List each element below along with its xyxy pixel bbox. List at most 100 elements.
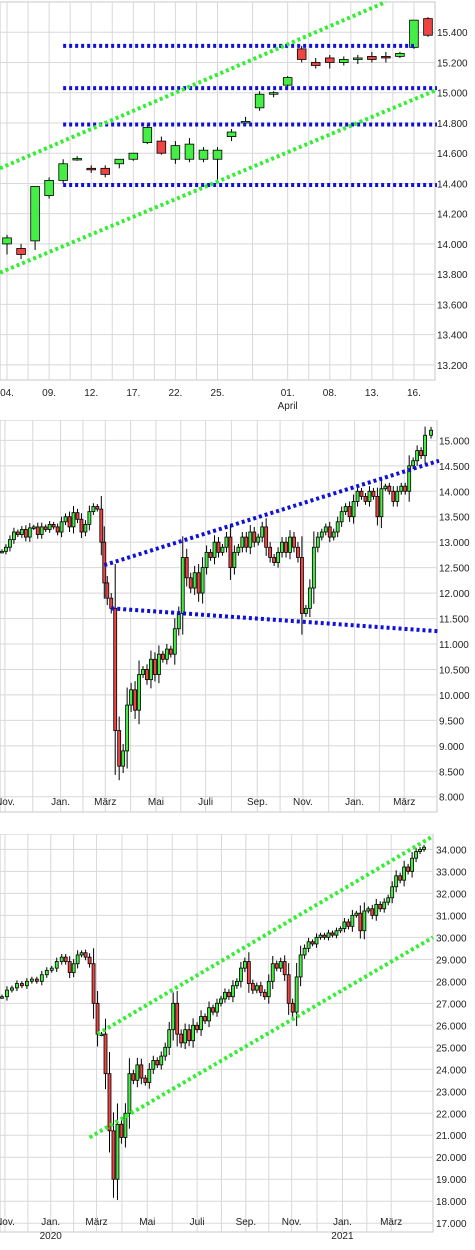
y-tick-label: 14.000: [437, 240, 468, 251]
candle-down: [19, 983, 24, 987]
y-tick-label: 15.000: [437, 89, 468, 100]
y-tick-label: 22.000: [436, 1109, 467, 1120]
candle-up: [298, 954, 303, 978]
candle-up: [127, 1073, 132, 1114]
candle-up: [47, 523, 52, 530]
y-tick-label: 13.000: [439, 538, 470, 549]
candle-down: [367, 56, 377, 60]
y-tick-label: 15.200: [437, 58, 468, 69]
x-tick-label: Mai: [139, 1217, 155, 1228]
candle-up: [311, 546, 316, 589]
chart-panel-mid-term: 15.000 14.500 14.000 13.500 13.000 12.500 12.0…: [0, 420, 475, 820]
x-tick-label: 01.: [281, 388, 295, 399]
y-tick-label: 13.800: [437, 270, 468, 281]
candle-up: [31, 526, 36, 529]
candle-down: [143, 1077, 148, 1083]
y-tick-label: 32.000: [436, 889, 467, 900]
x-tick-label: März: [380, 1217, 402, 1228]
candle-up: [342, 921, 347, 929]
candle-down: [274, 963, 279, 969]
x-tick-label: Sep.: [247, 797, 268, 808]
candle-up: [319, 531, 324, 538]
y-tick-label: 33.000: [436, 867, 467, 878]
candle-up: [409, 19, 419, 48]
y-tick-label: 14.000: [439, 487, 470, 498]
candle-down: [264, 526, 269, 548]
candle-down: [250, 983, 255, 991]
x-tick-label: Jan.: [333, 1217, 352, 1228]
candle-up: [125, 704, 130, 752]
candle-up: [242, 961, 247, 969]
candle-up: [39, 526, 44, 535]
candle-down: [370, 908, 375, 916]
candle-down: [87, 956, 92, 965]
candle-up: [334, 930, 339, 936]
candle-up: [407, 465, 412, 492]
candle-down: [227, 991, 231, 998]
candle-down: [100, 167, 110, 175]
y-tick-label: 17.000: [436, 1219, 467, 1230]
candle-down: [168, 648, 173, 655]
candle-down: [15, 531, 20, 535]
candle-down: [371, 490, 376, 497]
candle-up: [8, 539, 12, 548]
y-tick-label: 15.400: [437, 28, 468, 39]
x-tick-label: 12.: [84, 388, 98, 399]
candle-up: [307, 587, 312, 609]
candle-up: [170, 145, 181, 160]
candle-down: [107, 1073, 112, 1132]
candle-up: [79, 952, 84, 956]
candle-up: [306, 941, 311, 949]
candle-up: [415, 450, 420, 462]
candle-up: [58, 163, 68, 181]
candle-up: [123, 1112, 128, 1138]
candle-up: [12, 531, 16, 541]
candle-up: [200, 567, 205, 594]
candle-up: [318, 934, 323, 938]
candle-down: [282, 961, 287, 976]
candle-up: [219, 998, 223, 1004]
candle-up: [386, 897, 391, 903]
y-tick-label: 9.000: [439, 742, 464, 753]
x-sub-label: 2020: [40, 1231, 63, 1242]
candle-up: [151, 1060, 156, 1070]
candle-down: [99, 508, 104, 543]
x-tick-label: März: [94, 797, 116, 808]
candle-up: [280, 541, 284, 553]
candle-down: [95, 506, 100, 510]
blue-dotted-line: [103, 458, 440, 568]
y-tick-label: 9.500: [439, 716, 464, 727]
candle-up: [231, 985, 235, 998]
candle-up: [5, 989, 9, 998]
candle-up: [192, 572, 197, 589]
y-tick-label: 28.000: [436, 977, 467, 988]
candle-up: [338, 928, 343, 932]
x-tick-label: 22.: [168, 388, 182, 399]
y-tick-label: 14.400: [437, 179, 468, 190]
candle-up: [355, 490, 360, 502]
candle-down: [359, 490, 364, 497]
candle-up: [268, 92, 279, 95]
y-tick-label: 11.000: [439, 640, 469, 651]
y-tick-label: 8.000: [439, 793, 464, 804]
candle-up: [226, 131, 237, 137]
candle-down: [268, 546, 273, 558]
x-tick-label: Jan.: [345, 797, 364, 808]
candle-down: [296, 48, 307, 60]
candle-down: [188, 577, 193, 589]
candle-down: [292, 536, 296, 548]
candle-down: [83, 952, 88, 958]
candle-down: [327, 526, 332, 538]
candle-down: [196, 572, 201, 594]
y-tick-label: 15.000: [439, 436, 470, 447]
candle-up: [394, 875, 399, 888]
candle-up: [163, 1046, 168, 1057]
candle-up: [232, 551, 237, 569]
candle-down: [310, 62, 321, 66]
candle-up: [71, 512, 76, 528]
candle-down: [398, 875, 403, 881]
candle-up: [71, 963, 76, 973]
candle-up: [382, 901, 387, 910]
candle-up: [2, 237, 12, 245]
candle-down: [286, 974, 291, 1004]
